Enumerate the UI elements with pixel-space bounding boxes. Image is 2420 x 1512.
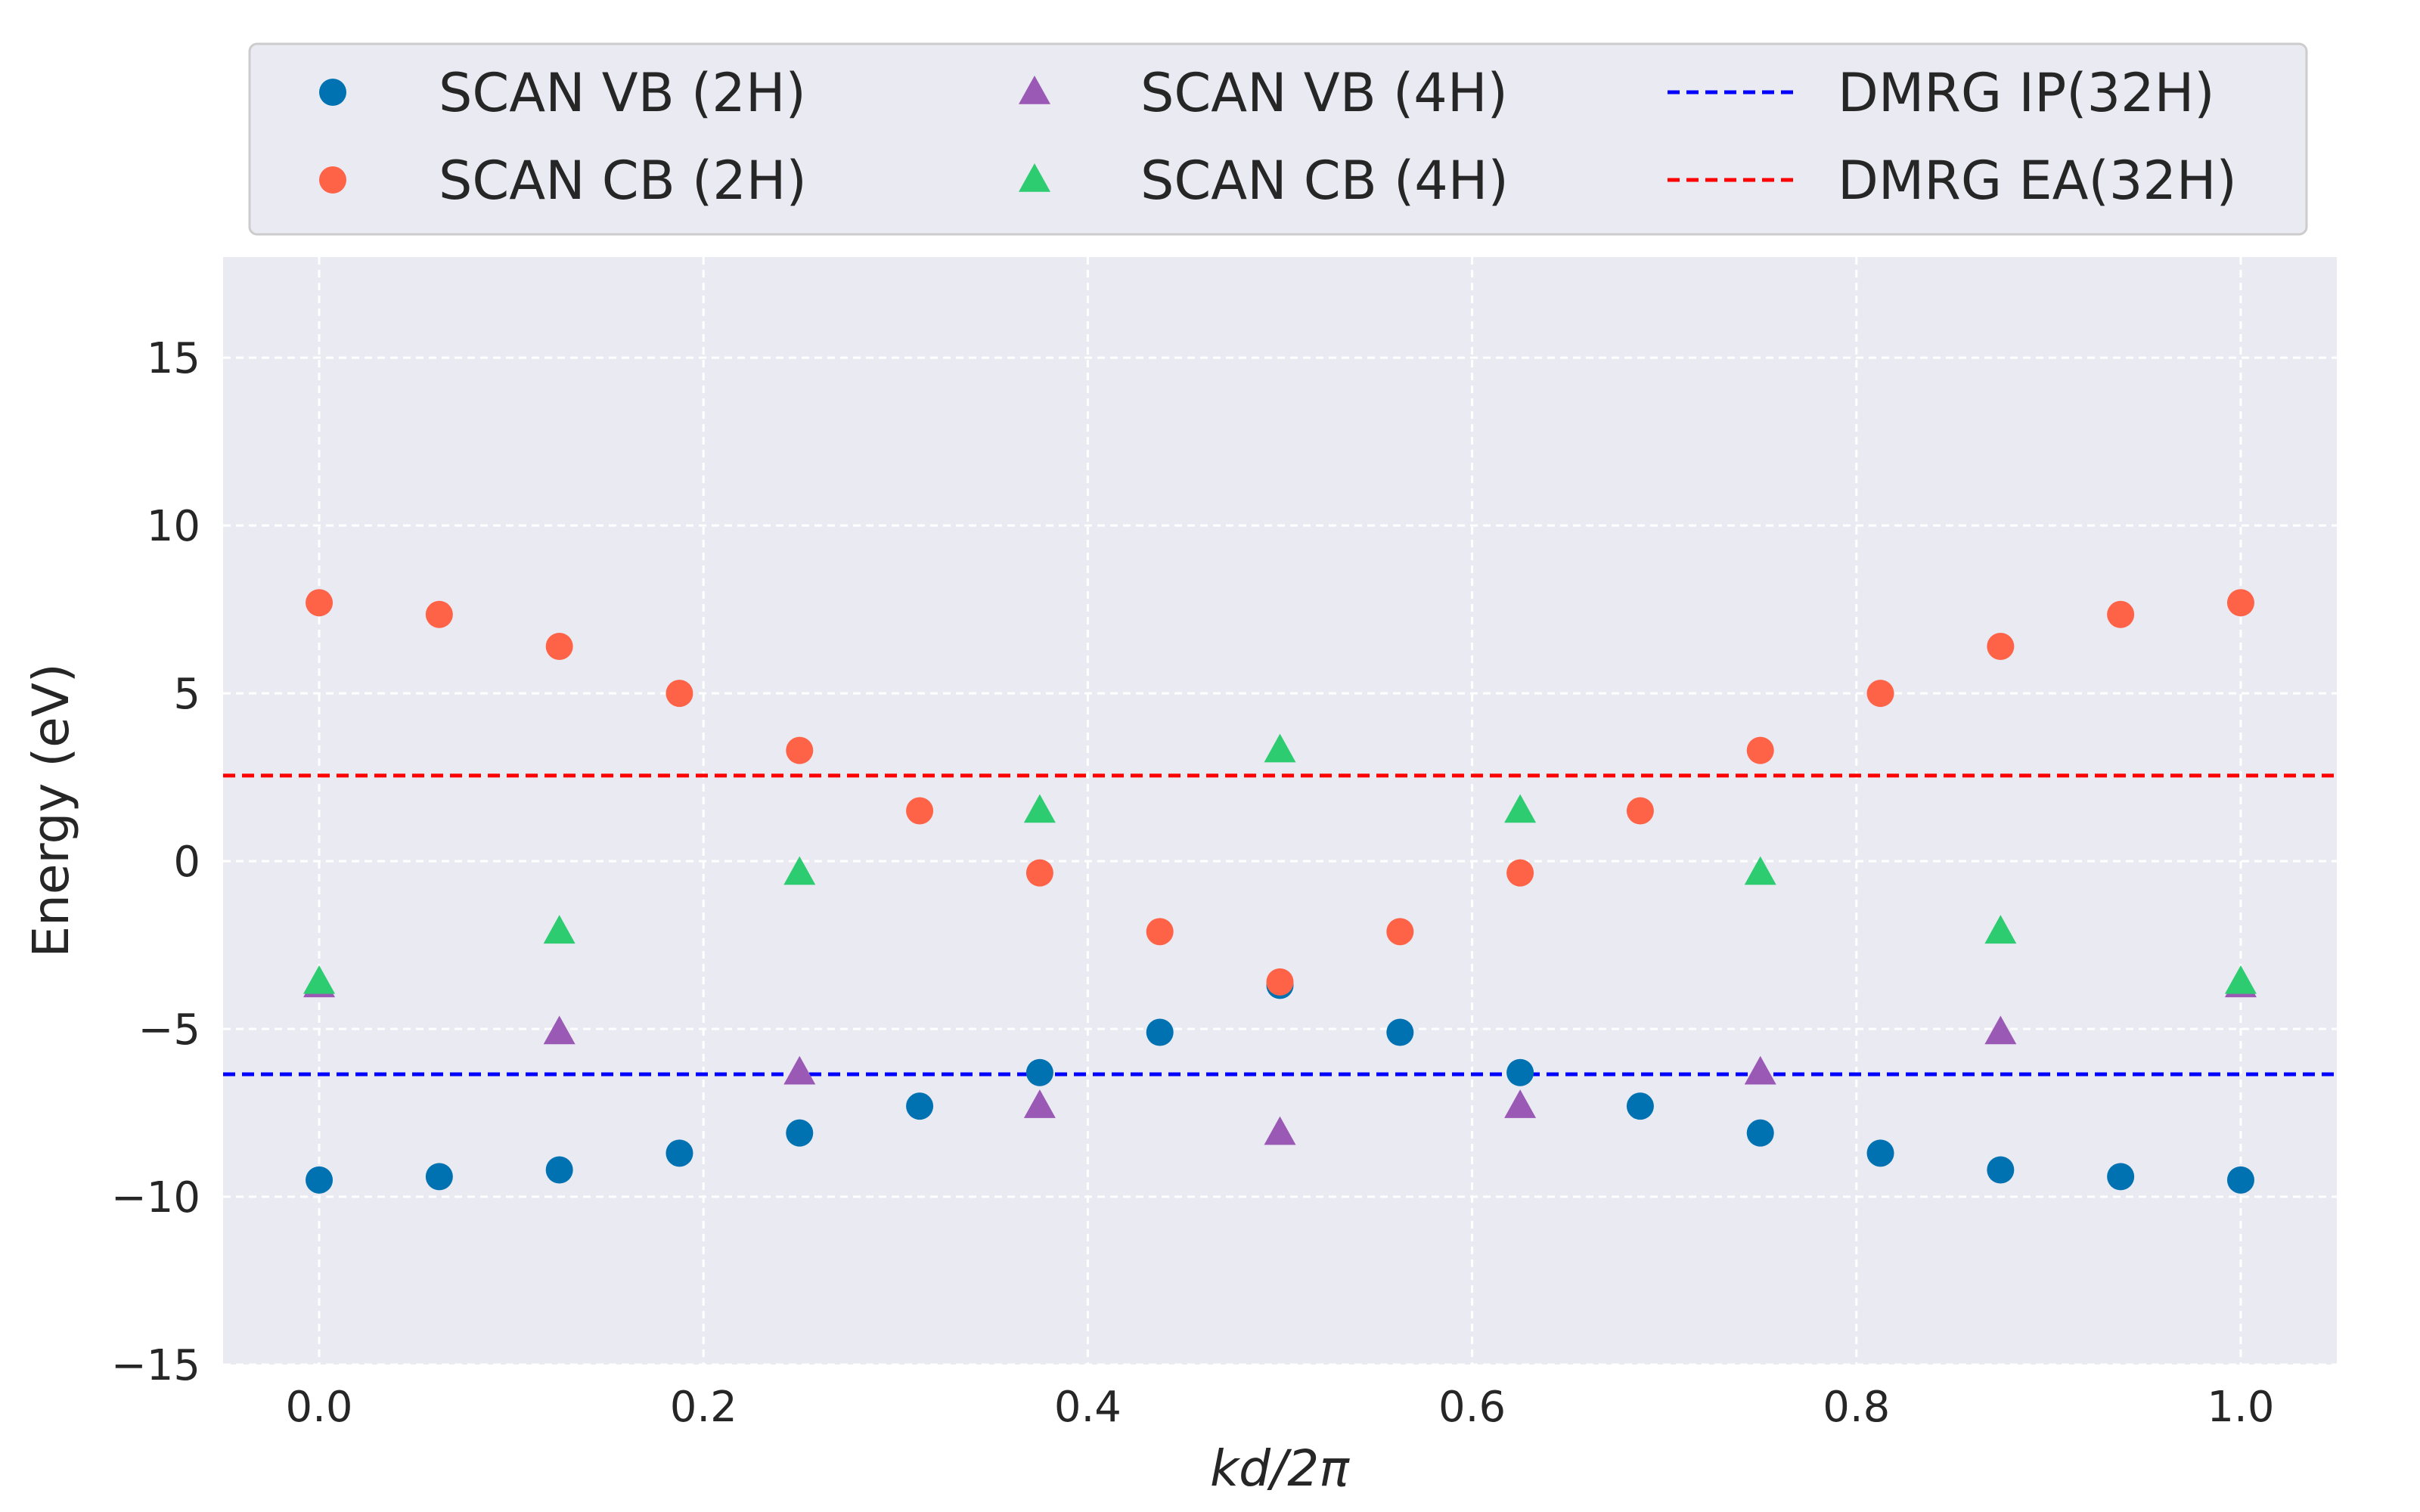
data-point bbox=[1504, 794, 1537, 823]
data-point bbox=[1386, 1018, 1414, 1046]
data-point bbox=[1264, 1116, 1296, 1145]
grid bbox=[223, 257, 2337, 1366]
legend-marker bbox=[319, 79, 346, 106]
data-point bbox=[1506, 859, 1534, 887]
x-tick-label: 0.2 bbox=[670, 1383, 737, 1432]
legend-label: SCAN VB (2H) bbox=[439, 62, 806, 124]
data-point bbox=[545, 1156, 573, 1184]
data-point bbox=[666, 1139, 693, 1167]
data-point bbox=[1984, 1015, 2017, 1045]
data-point bbox=[2107, 600, 2135, 628]
legend-label: SCAN VB (4H) bbox=[1140, 62, 1508, 124]
data-point bbox=[1266, 968, 1294, 996]
data-point bbox=[1746, 736, 1774, 764]
y-tick-label: 5 bbox=[173, 670, 200, 719]
data-point bbox=[783, 1055, 816, 1085]
data-point bbox=[906, 797, 934, 825]
data-point bbox=[1866, 1139, 1894, 1167]
data-point bbox=[906, 1092, 934, 1120]
data-point bbox=[1506, 1058, 1534, 1086]
data-point bbox=[1264, 733, 1296, 763]
data-point bbox=[783, 856, 816, 885]
data-point bbox=[1146, 918, 1174, 946]
data-point bbox=[2226, 1166, 2254, 1194]
legend-label: DMRG IP(32H) bbox=[1838, 62, 2215, 124]
y-tick-label: −15 bbox=[111, 1341, 200, 1390]
x-tick-label: 1.0 bbox=[2207, 1383, 2274, 1432]
y-tick-label: 10 bbox=[147, 502, 200, 551]
data-point bbox=[425, 600, 453, 628]
y-tick-label: −10 bbox=[111, 1173, 200, 1222]
data-point bbox=[1504, 1089, 1537, 1118]
y-axis-label: Energy (eV) bbox=[22, 663, 80, 957]
data-point bbox=[2226, 589, 2254, 617]
data-point bbox=[1984, 915, 2017, 944]
data-point bbox=[1987, 632, 2015, 660]
data-marks bbox=[303, 589, 2257, 1194]
legend-marker bbox=[1019, 163, 1050, 192]
data-point bbox=[1023, 794, 1056, 823]
data-point bbox=[786, 736, 814, 764]
data-point bbox=[1626, 797, 1654, 825]
data-point bbox=[543, 915, 576, 944]
data-point bbox=[306, 1166, 334, 1194]
x-tick-label: 0.8 bbox=[1823, 1383, 1890, 1432]
data-point bbox=[1746, 1119, 1774, 1147]
data-point bbox=[543, 1015, 576, 1045]
data-point bbox=[2224, 965, 2257, 994]
legend-label: SCAN CB (2H) bbox=[439, 150, 807, 212]
data-point bbox=[1025, 859, 1053, 887]
x-tick-label: 0.6 bbox=[1438, 1383, 1506, 1432]
data-point bbox=[425, 1163, 453, 1191]
y-tick-label: 0 bbox=[173, 838, 200, 887]
plot-area bbox=[223, 257, 2337, 1365]
data-point bbox=[306, 589, 334, 617]
data-point bbox=[1023, 1089, 1056, 1118]
data-point bbox=[1386, 918, 1414, 946]
data-point bbox=[1866, 680, 1894, 708]
legend: SCAN VB (2H) SCAN CB (2H) SCAN VB (4H) SCAN… bbox=[248, 42, 2308, 236]
legend-label: DMRG EA(32H) bbox=[1838, 150, 2237, 212]
data-point bbox=[1146, 1018, 1174, 1046]
y-tick-label: 15 bbox=[147, 334, 200, 383]
data-point bbox=[303, 965, 336, 994]
legend-label: SCAN CB (4H) bbox=[1140, 150, 1509, 212]
data-point bbox=[1744, 1055, 1776, 1085]
data-point bbox=[666, 680, 693, 708]
data-point bbox=[2107, 1163, 2135, 1191]
reference-lines bbox=[223, 773, 2337, 1077]
y-tick-labels: −15 −10 −5 0 5 10 15 bbox=[111, 334, 200, 1390]
data-point bbox=[1025, 1058, 1053, 1086]
data-point bbox=[786, 1119, 814, 1147]
x-tick-label: 0.4 bbox=[1054, 1383, 1122, 1432]
y-tick-label: −5 bbox=[138, 1005, 200, 1055]
data-point bbox=[1987, 1156, 2015, 1184]
x-tick-label: 0.0 bbox=[286, 1383, 353, 1432]
legend-marker bbox=[319, 166, 346, 194]
x-tick-labels: 0.0 0.2 0.4 0.6 0.8 1.0 bbox=[286, 1383, 2275, 1432]
data-point bbox=[1626, 1092, 1654, 1120]
data-point bbox=[1744, 856, 1776, 885]
legend-marker bbox=[1019, 75, 1050, 104]
data-point bbox=[545, 632, 573, 660]
x-axis-label: kd/2π bbox=[1210, 1439, 1350, 1498]
